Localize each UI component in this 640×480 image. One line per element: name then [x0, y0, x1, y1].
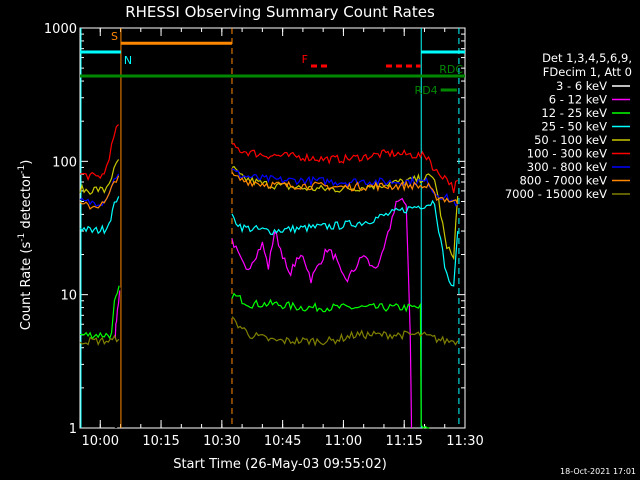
y-axis-label-mid: detector — [19, 173, 34, 233]
status-bar-label: S — [111, 30, 118, 43]
legend: Det 1,3,4,5,6,9,FDecim 1, Att 03 - 6 keV… — [505, 51, 632, 201]
legend-entry-label: 7000 - 15000 keV — [505, 187, 607, 201]
plot-frame — [79, 27, 466, 429]
y-axis-label-sup1: -1 — [17, 233, 27, 242]
series-line — [79, 316, 459, 347]
chart-title: RHESSI Observing Summary Count Rates — [125, 3, 435, 21]
series-line — [79, 171, 459, 210]
x-tick-label: 10:30 — [203, 434, 240, 449]
status-bar-label: F — [302, 53, 308, 66]
status-bar-label: N — [124, 54, 132, 67]
x-tick-label: 11:00 — [325, 434, 362, 449]
y-axis-label-end: ) — [19, 160, 34, 165]
legend-entry-label: 300 - 800 keV — [527, 160, 607, 174]
y-axis-label: Count Rate (s-1 detector-1) — [17, 160, 34, 331]
legend-entry-label: 100 - 300 keV — [527, 147, 607, 161]
series-line — [114, 208, 389, 429]
series-line — [79, 285, 430, 429]
y-tick-label: 100 — [52, 155, 77, 170]
x-tick-label: 11:30 — [446, 434, 483, 449]
series-line — [114, 197, 413, 429]
series-line — [79, 124, 458, 194]
y-axis-label-main: Count Rate (s — [19, 242, 34, 331]
y-axis-label-sup2: -1 — [17, 165, 27, 174]
legend-entry-label: 25 - 50 keV — [541, 120, 607, 134]
legend-header: Det 1,3,4,5,6,9, — [542, 51, 632, 65]
y-tick-label: 1000 — [44, 22, 77, 37]
legend-entry-label: 800 - 7000 keV — [519, 174, 607, 188]
status-bar-label: RD4 — [415, 84, 438, 97]
plot-area: 1 10 100 1000 10:00 10:15 10:30 10:45 11:00 11:15… — [44, 22, 484, 449]
x-tick-label: 10:15 — [142, 434, 179, 449]
legend-entry-label: 3 - 6 keV — [556, 79, 607, 93]
x-tick-label: 10:45 — [264, 434, 301, 449]
y-tick-label: 1 — [69, 422, 77, 437]
x-tick-label: 10:00 — [82, 434, 119, 449]
legend-entry-label: 50 - 100 keV — [534, 133, 607, 147]
legend-entry-label: 12 - 25 keV — [541, 106, 607, 120]
x-axis-label: Start Time (26-May-03 09:55:02) — [173, 457, 387, 472]
footer-date: 18-Oct-2021 17:01 — [560, 467, 636, 476]
y-tick-label: 10 — [60, 289, 77, 304]
legend-entry-label: 6 - 12 keV — [549, 93, 607, 107]
x-tick-label: 11:15 — [385, 434, 422, 449]
legend-header: FDecim 1, Att 0 — [543, 65, 632, 79]
status-bar-label: RDC — [439, 63, 463, 76]
series-line — [79, 196, 459, 287]
